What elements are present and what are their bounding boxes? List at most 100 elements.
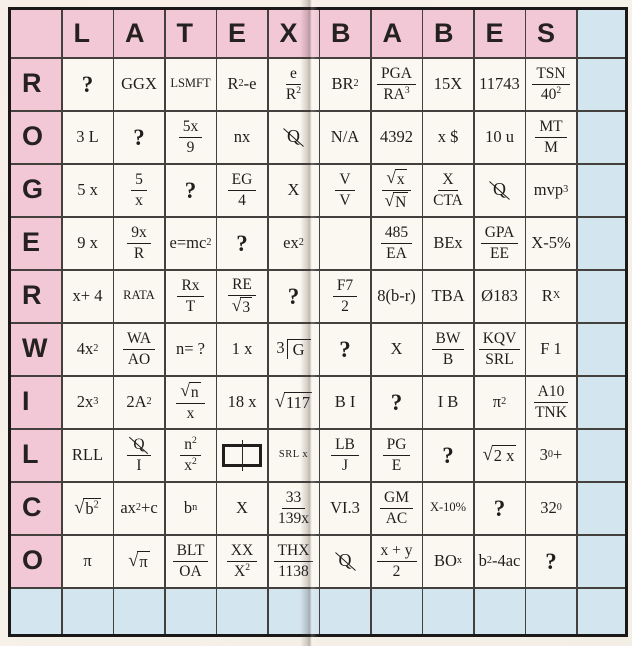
grid-cell-r5c5-question: ?	[320, 323, 370, 375]
grid-cell-r9c9-question: ?	[526, 535, 576, 587]
grid-cell-r0c5: BR 2	[320, 58, 370, 110]
grid-cell-r8c6: GM AC	[371, 482, 422, 534]
grid-cell-r5c9: F 1	[526, 323, 576, 375]
slashed-q-icon: Q	[129, 436, 149, 455]
spacer-cell	[577, 270, 625, 322]
spacer-cell	[577, 588, 625, 634]
grid-cell-r1c0: 3 L	[62, 111, 113, 163]
grid-cell-r1c8: 10 u	[474, 111, 525, 163]
grid-cell-r0c8: 11743	[474, 58, 525, 110]
rectangle-icon	[222, 439, 262, 471]
grid-cell-r3c5-blank	[320, 217, 370, 269]
grid-cell-r9c5: Q	[320, 535, 370, 587]
grid-cell-r6c2: √ n x	[165, 376, 216, 428]
grid-cell-r1c2: 5x 9	[165, 111, 216, 163]
grid-cell-r5c0: 4x 2	[62, 323, 113, 375]
grid-cell-r1c9: MT M	[526, 111, 576, 163]
grid-cell-r8c3: X	[217, 482, 267, 534]
row-header-2-G: G	[11, 164, 61, 216]
spacer-cell	[526, 588, 576, 634]
grid-cell-r7c5: LB J	[320, 429, 370, 481]
grid-cell-r1c7: x $	[423, 111, 473, 163]
grid-cell-r2c8: Q	[474, 164, 525, 216]
grid-cell-r8c5: VI.3	[320, 482, 370, 534]
grid-cell-r9c4: THX 1138	[268, 535, 319, 587]
radical-icon: √	[384, 190, 395, 210]
grid-cell-r7c6: PG E	[371, 429, 422, 481]
radical-icon: √	[231, 295, 242, 315]
grid-cell-r5c7: BW B	[423, 323, 473, 375]
spacer-cell	[371, 588, 422, 634]
grid-cell-r0c0-question: ?	[62, 58, 113, 110]
radical-icon: √	[482, 444, 493, 465]
radical-icon: √	[386, 168, 396, 188]
radical-icon: √	[128, 550, 139, 571]
col-header-0-L: L	[62, 10, 113, 57]
grid-cell-r1c6: 4392	[371, 111, 422, 163]
grid-cell-r8c9: 32 0	[526, 482, 576, 534]
grid-cell-r6c1: 2A 2	[114, 376, 164, 428]
row-header-7-L: L	[11, 429, 61, 481]
grid-cell-r3c8: GPA EE	[474, 217, 525, 269]
grid-cell-r4c5: F7 2	[320, 270, 370, 322]
grid-cell-r4c4-question: ?	[268, 270, 319, 322]
grid-cell-r7c0: RLL	[62, 429, 113, 481]
grid-cell-r0c3: R 2 -e	[217, 58, 267, 110]
grid-cell-r0c4: e R2	[268, 58, 319, 110]
row-header-5-W: W	[11, 323, 61, 375]
grid-cell-r0c7: 15X	[423, 58, 473, 110]
grid-cell-r7c7-question: ?	[423, 429, 473, 481]
col-header-3-E: E	[217, 10, 267, 57]
spacer-cell	[320, 588, 370, 634]
grid-cell-r8c8-question: ?	[474, 482, 525, 534]
grid-cell-r6c0: 2x 3	[62, 376, 113, 428]
grid-cell-r4c0: x+ 4	[62, 270, 113, 322]
grid-cell-r5c8: KQV SRL	[474, 323, 525, 375]
puzzle-grid: L A T E X B A B E S R? GGX LSMFT R 2 -e e R2 BR 2 PGA RA3 15X 1…	[8, 7, 628, 637]
grid-cell-r3c9: X-5%	[526, 217, 576, 269]
slashed-q-icon: Q	[283, 127, 304, 148]
row-header-6-I: I	[11, 376, 61, 428]
grid-cell-r4c1: RATA	[114, 270, 164, 322]
spacer-cell	[11, 588, 61, 634]
spacer-cell	[577, 429, 625, 481]
grid-cell-r2c4: X	[268, 164, 319, 216]
grid-cell-r5c2: n= ?	[165, 323, 216, 375]
grid-cell-r0c9: TSN 402	[526, 58, 576, 110]
spacer-cell	[577, 535, 625, 587]
col-header-1-A: A	[114, 10, 164, 57]
grid-cell-r5c3: 1 x	[217, 323, 267, 375]
grid-cell-r5c1: WA AO	[114, 323, 164, 375]
radical-icon: √	[274, 391, 285, 412]
grid-cell-r1c5: N/A	[320, 111, 370, 163]
grid-cell-r4c2: Rx T	[165, 270, 216, 322]
row-header-3-E: E	[11, 217, 61, 269]
grid-cell-r0c6: PGA RA3	[371, 58, 422, 110]
spacer-cell	[165, 588, 216, 634]
grid-cell-r6c5: B I	[320, 376, 370, 428]
col-header-8-E: E	[474, 10, 525, 57]
slashed-q-icon: Q	[489, 180, 510, 201]
grid-cell-r0c1: GGX	[114, 58, 164, 110]
row-header-8-C: C	[11, 482, 61, 534]
grid-cell-r6c3: 18 x	[217, 376, 267, 428]
row-header-0-R: R	[11, 58, 61, 110]
grid-cell-r9c8: b 2 -4ac	[474, 535, 525, 587]
grid-cell-r1c4: Q	[268, 111, 319, 163]
grid-cell-r8c4: 33 139x	[268, 482, 319, 534]
grid-cell-r3c4: ex 2	[268, 217, 319, 269]
spacer-cell	[577, 217, 625, 269]
grid-cell-r3c0: 9 x	[62, 217, 113, 269]
col-header-9-S: S	[526, 10, 576, 57]
spacer-cell	[577, 10, 625, 57]
grid-cell-r4c6: 8(b-r)	[371, 270, 422, 322]
grid-cell-r9c7: BO x	[423, 535, 473, 587]
grid-cell-r2c6: √ x √ N	[371, 164, 422, 216]
grid-cell-r4c8: Ø183	[474, 270, 525, 322]
